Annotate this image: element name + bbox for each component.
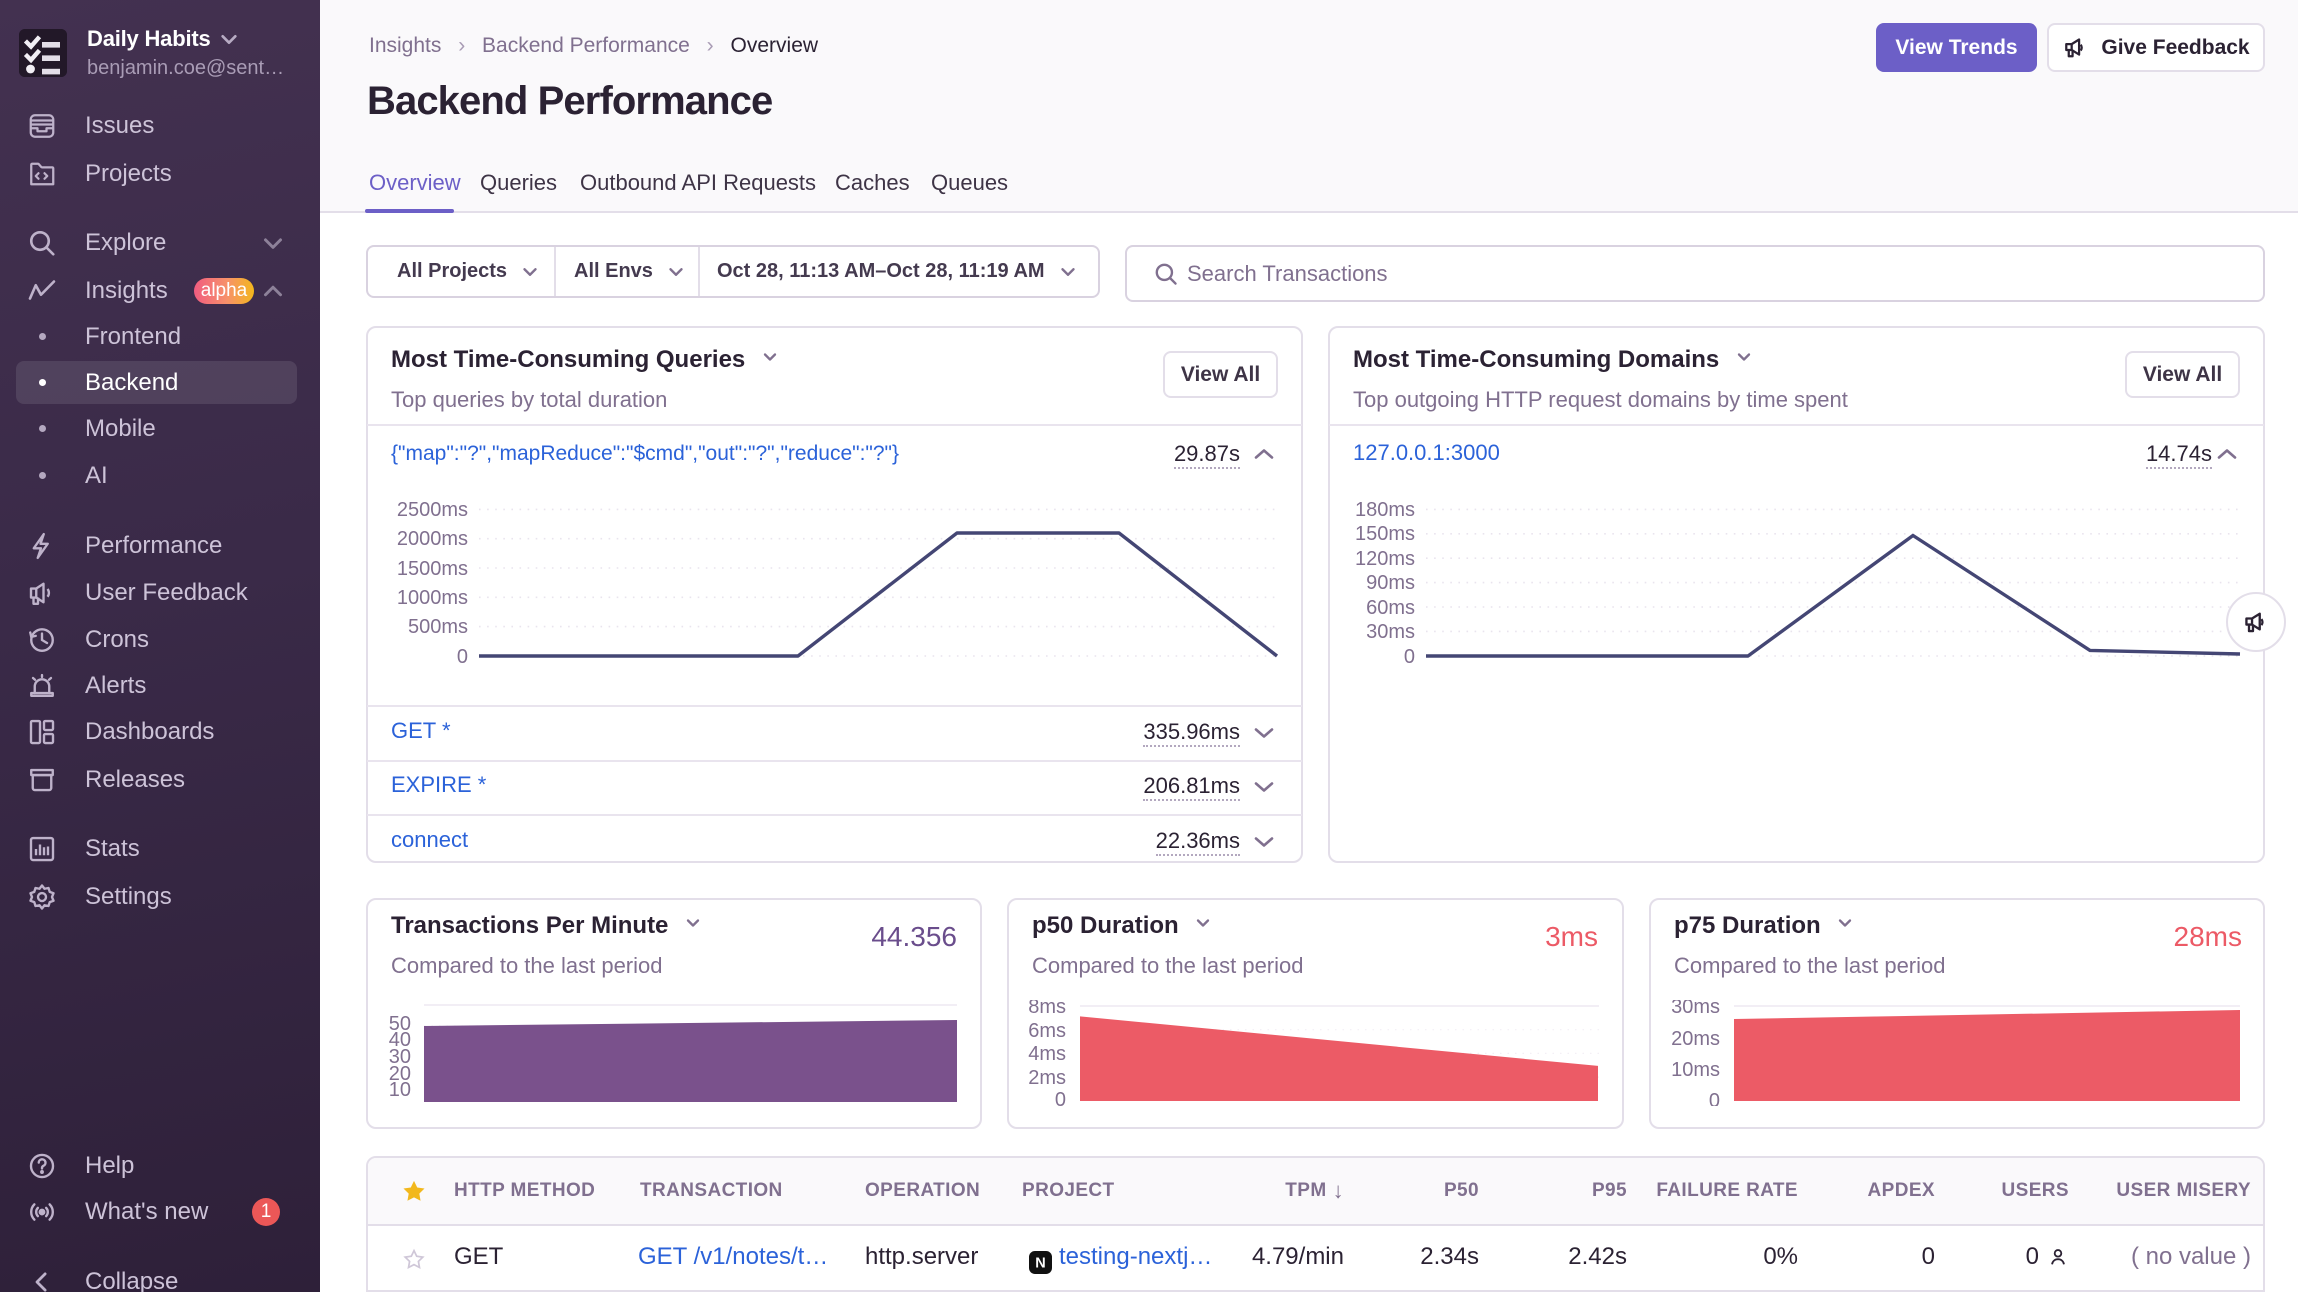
svg-text:2ms: 2ms <box>1028 1067 1066 1089</box>
svg-text:0: 0 <box>1055 1089 1066 1106</box>
svg-text:8ms: 8ms <box>1028 1000 1066 1018</box>
svg-text:50: 50 <box>389 1013 411 1035</box>
svg-text:180ms: 180ms <box>1355 499 1415 521</box>
svg-text:150ms: 150ms <box>1355 523 1415 545</box>
svg-text:30ms: 30ms <box>1366 621 1415 643</box>
svg-text:0: 0 <box>1709 1090 1720 1106</box>
svg-text:2500ms: 2500ms <box>397 499 468 521</box>
svg-text:4ms: 4ms <box>1028 1043 1066 1065</box>
svg-text:1500ms: 1500ms <box>397 558 468 580</box>
svg-text:N: N <box>1035 1256 1045 1272</box>
svg-text:2000ms: 2000ms <box>397 528 468 550</box>
svg-text:500ms: 500ms <box>408 616 468 638</box>
svg-text:20: 20 <box>389 1063 411 1085</box>
svg-text:6ms: 6ms <box>1028 1020 1066 1042</box>
svg-text:60ms: 60ms <box>1366 597 1415 619</box>
svg-text:0: 0 <box>1404 646 1415 668</box>
svg-text:120ms: 120ms <box>1355 548 1415 570</box>
svg-text:10: 10 <box>389 1079 411 1101</box>
svg-text:40: 40 <box>389 1029 411 1051</box>
svg-text:30: 30 <box>389 1046 411 1068</box>
svg-text:10ms: 10ms <box>1671 1059 1720 1081</box>
svg-text:90ms: 90ms <box>1366 572 1415 594</box>
svg-text:30ms: 30ms <box>1671 1000 1720 1018</box>
svg-text:0: 0 <box>457 646 468 668</box>
svg-text:1000ms: 1000ms <box>397 587 468 609</box>
svg-text:20ms: 20ms <box>1671 1028 1720 1050</box>
